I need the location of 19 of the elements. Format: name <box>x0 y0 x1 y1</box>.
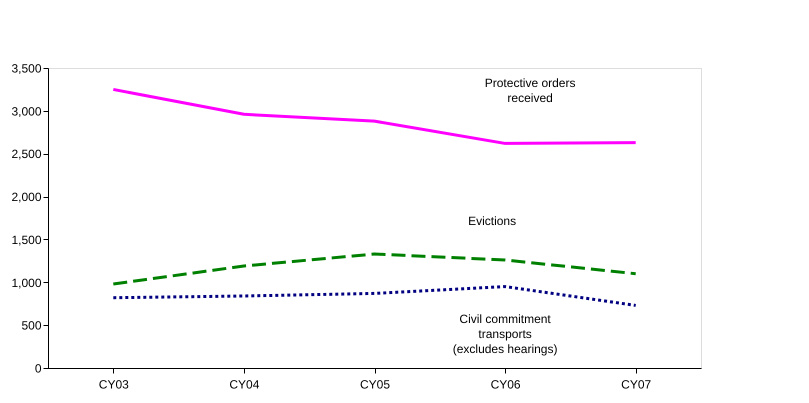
y-tick-label: 500 <box>21 318 42 333</box>
y-tick-label: 3,500 <box>11 62 42 76</box>
line-series <box>112 252 638 286</box>
x-tick-label: CY03 <box>98 378 130 392</box>
y-tick-label: 2,000 <box>11 190 42 204</box>
line-series <box>112 88 638 145</box>
text: Protective orders received <box>484 76 576 105</box>
line-series <box>112 285 638 307</box>
y-tick-label: 2,500 <box>11 147 42 162</box>
series-label: Civil commitment transports (excludes hearings) <box>452 312 558 356</box>
x-tick-label: CY06 <box>490 378 521 392</box>
y-tick-label: 1,000 <box>11 276 42 290</box>
x-tick-label: CY04 <box>229 378 260 392</box>
x-tick-label: CY07 <box>621 378 652 392</box>
x-tick-label: CY05 <box>360 378 390 392</box>
y-tick-label: 3,000 <box>11 104 42 118</box>
y-tick-label: 0 <box>34 362 42 376</box>
text: Evictions <box>468 214 516 228</box>
y-tick-label: 1,500 <box>11 232 42 247</box>
